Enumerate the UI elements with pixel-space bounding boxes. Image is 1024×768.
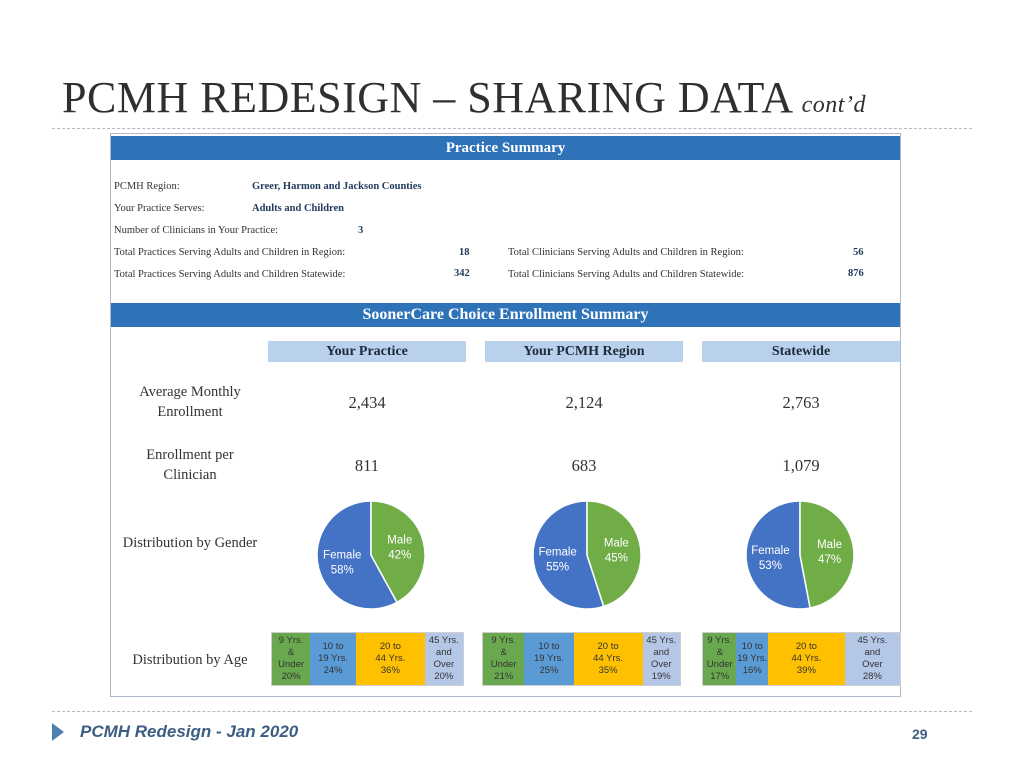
footer-divider [52,711,972,712]
pie-value-male: 42% [388,550,411,562]
practices-region-label: Total Practices Serving Adults and Child… [114,247,346,258]
avg-enrollment-practice: 2,434 [348,393,386,412]
age-segment-2: 20 to 44 Yrs. 39% [768,633,845,685]
region-label: PCMH Region: [114,181,180,192]
column-statewide: Statewide [702,341,900,362]
age-distribution-statewide: 9 Yrs. & Under 17% 10 to 19 Yrs. 16% 20 to… [702,632,901,686]
practice-summary-header: Practice Summary [111,136,900,160]
pie-value-female: 53% [759,560,782,572]
practices-state-value: 342 [454,268,470,279]
title-main: PCMH REDESIGN – SHARING DATA [62,73,794,122]
age-segment-1: 10 to 19 Yrs. 24% [310,633,357,685]
row-label-age: Distribution by Age [132,652,248,668]
pie-slice-male [586,500,642,608]
serves-label: Your Practice Serves: [114,203,205,214]
age-distribution-practice: 9 Yrs. & Under 20% 10 to 19 Yrs. 24% 20 to… [271,632,464,686]
pie-label-female: Female [751,545,789,557]
clinicians-state-value: 876 [848,268,864,279]
pie-value-male: 45% [605,552,628,564]
per-clinician-region: 683 [571,456,597,475]
page-title: PCMH REDESIGN – SHARING DATA cont’d [62,72,866,123]
title-divider [52,128,972,129]
row-label-gender: Distribution by Gender [122,535,258,551]
age-segment-0: 9 Yrs. & Under 20% [272,633,311,685]
avg-enrollment-statewide: 2,763 [782,393,820,412]
gender-pie-practice: Male 42% Female 58% [316,500,426,610]
title-sub: cont’d [801,92,866,118]
region-value: Greer, Harmon and Jackson Counties [252,181,422,192]
age-segment-1: 10 to 19 Yrs. 25% [524,633,574,685]
avg-enrollment-region: 2,124 [565,393,603,412]
row-label-average-enrollment: Average Monthly Enrollment [139,384,241,420]
clinicians-region-value: 56 [853,247,864,258]
per-clinician-statewide: 1,079 [782,456,820,475]
column-your-pcmh-region: Your PCMH Region [485,341,683,362]
pie-label-male: Male [817,539,842,551]
pie-slice-male [799,500,855,609]
clinicians-value: 3 [358,225,364,236]
age-segment-3: 45 Yrs. and Over 20% [424,633,463,685]
age-segment-2: 20 to 44 Yrs. 36% [356,633,425,685]
clinicians-label: Number of Clinicians in Your Practice: [114,225,278,236]
pie-slice-female [745,500,811,610]
row-label-enrollment-per-clinician: Enrollment per Clinician [146,447,234,483]
pie-value-female: 55% [546,562,569,574]
practices-state-label: Total Practices Serving Adults and Child… [114,269,346,280]
page-number: 29 [912,726,928,742]
clinicians-state-label: Total Clinicians Serving Adults and Chil… [508,269,745,280]
pie-slice-male [370,500,426,604]
column-your-practice: Your Practice [268,341,466,362]
enrollment-summary-header: SoonerCare Choice Enrollment Summary [111,303,900,327]
pie-slice-female [532,500,605,610]
pie-label-female: Female [323,549,361,561]
age-distribution-region: 9 Yrs. & Under 21% 10 to 19 Yrs. 25% 20 to… [482,632,681,686]
summary-panel: Practice Summary PCMH Region: Greer, Har… [110,133,901,697]
practices-region-value: 18 [459,247,470,258]
footer-arrow-icon [52,723,64,741]
footer-text: PCMH Redesign - Jan 2020 [80,722,299,741]
serves-value: Adults and Children [252,203,345,214]
gender-pie-statewide: Male 47% Female 53% [745,500,855,610]
pie-value-female: 58% [331,564,354,576]
age-segment-3: 45 Yrs. and Over 19% [642,633,680,685]
age-segment-0: 9 Yrs. & Under 17% [703,633,737,685]
age-segment-1: 10 to 19 Yrs. 16% [736,633,768,685]
pie-label-male: Male [387,535,412,547]
per-clinician-practice: 811 [354,456,380,475]
age-segment-2: 20 to 44 Yrs. 35% [573,633,643,685]
pie-slice-female [316,500,399,610]
pie-value-male: 47% [818,554,841,566]
gender-pie-region: Male 45% Female 55% [532,500,642,610]
pie-label-female: Female [538,547,576,559]
clinicians-region-label: Total Clinicians Serving Adults and Chil… [508,247,744,258]
age-segment-0: 9 Yrs. & Under 21% [483,633,525,685]
age-segment-3: 45 Yrs. and Over 28% [844,633,900,685]
pie-label-male: Male [604,537,629,549]
